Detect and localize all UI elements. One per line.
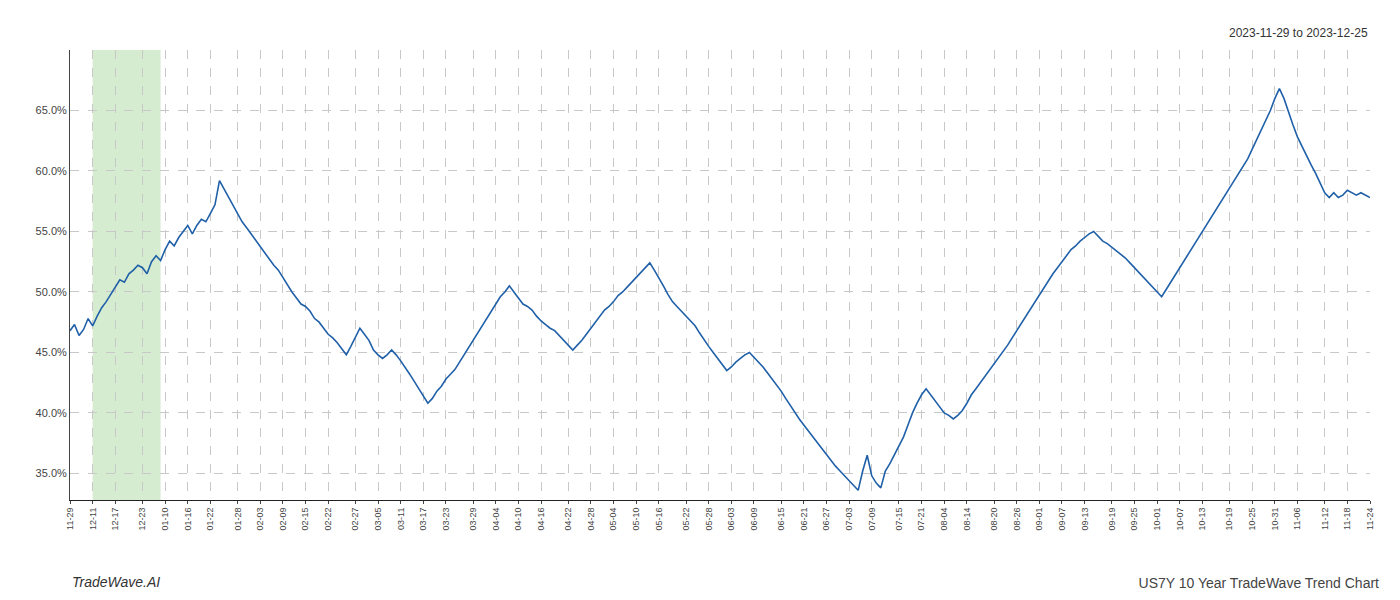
svg-text:10-07: 10-07 bbox=[1175, 508, 1185, 531]
svg-text:09-25: 09-25 bbox=[1129, 508, 1139, 531]
svg-text:10-13: 10-13 bbox=[1197, 508, 1207, 531]
svg-text:01-22: 01-22 bbox=[205, 508, 215, 531]
svg-text:US7Y 10 Year TradeWave Trend C: US7Y 10 Year TradeWave Trend Chart bbox=[1139, 575, 1380, 591]
svg-text:10-25: 10-25 bbox=[1247, 508, 1257, 531]
svg-text:2023-11-29 to 2023-12-25: 2023-11-29 to 2023-12-25 bbox=[1229, 26, 1368, 40]
svg-text:02-15: 02-15 bbox=[300, 508, 310, 531]
svg-text:35.0%: 35.0% bbox=[36, 467, 67, 479]
svg-text:09-01: 09-01 bbox=[1034, 508, 1044, 531]
svg-text:07-03: 07-03 bbox=[844, 508, 854, 531]
svg-text:05-16: 05-16 bbox=[654, 508, 664, 531]
svg-text:11-24: 11-24 bbox=[1365, 508, 1375, 530]
svg-text:02-27: 02-27 bbox=[350, 508, 360, 531]
svg-text:01-10: 01-10 bbox=[160, 508, 170, 531]
svg-text:55.0%: 55.0% bbox=[36, 225, 67, 237]
svg-text:09-13: 09-13 bbox=[1080, 508, 1090, 531]
svg-text:10-19: 10-19 bbox=[1225, 508, 1235, 531]
svg-text:09-19: 09-19 bbox=[1107, 508, 1117, 531]
svg-text:03-17: 03-17 bbox=[418, 508, 428, 531]
svg-text:40.0%: 40.0% bbox=[36, 407, 67, 419]
svg-text:50.0%: 50.0% bbox=[36, 286, 67, 298]
svg-text:02-03: 02-03 bbox=[255, 508, 265, 531]
svg-text:06-09: 06-09 bbox=[749, 508, 759, 531]
svg-text:01-28: 01-28 bbox=[233, 508, 243, 531]
svg-text:08-04: 08-04 bbox=[939, 508, 949, 531]
svg-text:05-10: 05-10 bbox=[631, 508, 641, 531]
svg-text:06-21: 06-21 bbox=[799, 508, 809, 531]
svg-text:09-07: 09-07 bbox=[1057, 508, 1067, 531]
svg-text:05-28: 05-28 bbox=[704, 508, 714, 531]
svg-text:04-04: 04-04 bbox=[491, 508, 501, 531]
svg-text:11-06: 11-06 bbox=[1292, 508, 1302, 530]
svg-text:07-21: 07-21 bbox=[916, 508, 926, 531]
svg-text:03-23: 03-23 bbox=[441, 508, 451, 531]
svg-text:01-16: 01-16 bbox=[183, 508, 193, 531]
svg-text:10-31: 10-31 bbox=[1270, 508, 1280, 531]
svg-text:60.0%: 60.0% bbox=[36, 165, 67, 177]
svg-text:08-14: 08-14 bbox=[962, 508, 972, 531]
svg-text:12-17: 12-17 bbox=[110, 508, 120, 531]
svg-text:10-01: 10-01 bbox=[1152, 508, 1162, 531]
svg-text:03-11: 03-11 bbox=[396, 508, 406, 530]
svg-text:06-15: 06-15 bbox=[776, 508, 786, 531]
svg-text:65.0%: 65.0% bbox=[36, 104, 67, 116]
svg-text:05-22: 05-22 bbox=[681, 508, 691, 531]
svg-text:03-29: 03-29 bbox=[468, 508, 478, 531]
svg-text:08-26: 08-26 bbox=[1012, 508, 1022, 531]
svg-text:04-10: 04-10 bbox=[513, 508, 523, 531]
svg-text:03-05: 03-05 bbox=[373, 508, 383, 531]
svg-text:11-18: 11-18 bbox=[1342, 508, 1352, 530]
svg-text:04-22: 04-22 bbox=[563, 508, 573, 531]
svg-text:04-28: 04-28 bbox=[586, 508, 596, 531]
svg-text:06-27: 06-27 bbox=[821, 508, 831, 531]
svg-text:04-16: 04-16 bbox=[536, 508, 546, 531]
svg-text:45.0%: 45.0% bbox=[36, 346, 67, 358]
svg-text:12-11: 12-11 bbox=[88, 508, 98, 530]
svg-text:08-20: 08-20 bbox=[989, 508, 999, 531]
svg-text:12-23: 12-23 bbox=[137, 508, 147, 531]
svg-text:TradeWave.AI: TradeWave.AI bbox=[72, 574, 160, 590]
svg-text:05-04: 05-04 bbox=[608, 508, 618, 531]
svg-text:02-09: 02-09 bbox=[278, 508, 288, 531]
svg-text:11-12: 11-12 bbox=[1320, 508, 1330, 530]
svg-text:06-03: 06-03 bbox=[726, 508, 736, 531]
svg-text:11-29: 11-29 bbox=[65, 508, 75, 530]
svg-text:07-09: 07-09 bbox=[867, 508, 877, 531]
svg-text:02-22: 02-22 bbox=[323, 508, 333, 531]
svg-text:07-15: 07-15 bbox=[894, 508, 904, 531]
